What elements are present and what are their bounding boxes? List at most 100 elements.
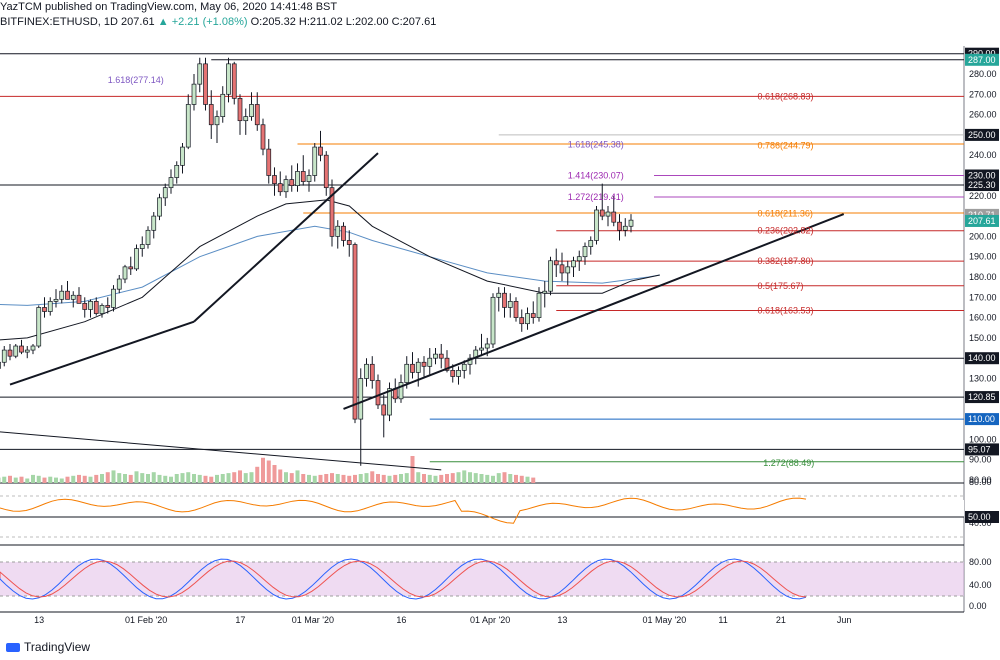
price-tick-label: 190.00 bbox=[969, 252, 997, 262]
rsi-value-label: 50.00 bbox=[968, 512, 991, 522]
candle bbox=[36, 307, 42, 347]
volume-bar bbox=[416, 472, 421, 483]
candle bbox=[197, 63, 203, 85]
candle bbox=[59, 290, 65, 300]
volume-bar bbox=[48, 476, 53, 483]
volume-bar bbox=[232, 472, 237, 483]
candle bbox=[82, 303, 88, 310]
candle bbox=[93, 301, 99, 314]
candle bbox=[530, 313, 536, 318]
volume-bar bbox=[519, 475, 524, 483]
stoch-k-line bbox=[0, 558, 807, 600]
fib-level-label: 1.414(230.07) bbox=[568, 170, 624, 180]
candle bbox=[438, 353, 444, 359]
price-tick-label: 240.00 bbox=[969, 150, 997, 160]
candle bbox=[622, 225, 628, 231]
candle bbox=[295, 171, 300, 187]
candle bbox=[456, 370, 461, 377]
volume-bar bbox=[42, 477, 47, 483]
rsi-level-label: 40.00 bbox=[969, 518, 992, 528]
volume-bar bbox=[123, 474, 127, 483]
volume-bar bbox=[146, 474, 150, 483]
footer-brand[interactable]: TradingView bbox=[6, 640, 90, 654]
candle bbox=[548, 260, 553, 292]
candle bbox=[237, 98, 243, 122]
candle bbox=[277, 183, 283, 193]
volume-bar bbox=[381, 474, 386, 483]
volume-bar bbox=[100, 474, 104, 483]
volume-bar bbox=[105, 472, 110, 483]
fib-level-label: 0.236(202.82) bbox=[758, 226, 814, 236]
rsi-value-tag bbox=[965, 511, 999, 523]
candle bbox=[180, 146, 185, 166]
candle bbox=[99, 305, 105, 314]
price-tag-label: 140.00 bbox=[968, 353, 996, 363]
price-tag-label: 210.71 bbox=[968, 210, 996, 220]
candle bbox=[358, 378, 364, 420]
candle bbox=[243, 116, 249, 122]
price-tag bbox=[965, 443, 999, 456]
volume-bar bbox=[13, 477, 18, 483]
candle bbox=[323, 154, 329, 189]
trendline bbox=[9, 320, 195, 386]
candle bbox=[450, 370, 456, 377]
price-tag bbox=[965, 214, 999, 227]
volume-bar bbox=[335, 474, 340, 483]
candle bbox=[519, 317, 525, 325]
symbol-label[interactable]: BITFINEX:ETHUSD, 1D bbox=[0, 16, 118, 28]
fib-level-label: 1.272(219.41) bbox=[568, 192, 624, 202]
candle bbox=[122, 266, 128, 280]
volume-bar bbox=[157, 474, 162, 483]
candle bbox=[13, 345, 19, 357]
candle bbox=[461, 363, 467, 371]
price-change: ▲ +2.21 (+1.08%) bbox=[157, 16, 248, 28]
volume-bar bbox=[301, 474, 306, 483]
candle bbox=[139, 244, 145, 249]
candle bbox=[375, 380, 381, 406]
rsi-level-label: 80.00 bbox=[969, 477, 992, 487]
volume-bar bbox=[238, 470, 242, 483]
candle bbox=[329, 187, 335, 237]
volume-bar bbox=[0, 477, 1, 483]
volume-bar bbox=[376, 474, 380, 483]
candle bbox=[134, 248, 139, 270]
volume-bar bbox=[192, 474, 196, 483]
volume-bar bbox=[278, 469, 283, 483]
moving-average-black bbox=[0, 199, 660, 341]
candle bbox=[289, 179, 295, 186]
candle bbox=[174, 165, 180, 178]
candle bbox=[128, 266, 134, 270]
candle bbox=[628, 219, 634, 227]
volume-bar bbox=[358, 474, 363, 483]
price-tag-label: 287.00 bbox=[968, 55, 996, 65]
candle bbox=[507, 301, 513, 308]
candle bbox=[260, 124, 266, 150]
price-tag bbox=[965, 391, 999, 404]
price-tick-label: 180.00 bbox=[969, 272, 997, 282]
fib-level-label: 0.786(244.79) bbox=[758, 140, 814, 150]
rsi-line bbox=[0, 497, 807, 524]
candle bbox=[542, 290, 548, 294]
fib-level-label: 0.618(268.83) bbox=[758, 92, 814, 102]
candle bbox=[484, 343, 490, 349]
price-tick-label: 200.00 bbox=[969, 231, 997, 241]
volume-bar bbox=[209, 476, 214, 483]
fib-level-label: 1.272(88.49) bbox=[763, 458, 814, 468]
stoch-level-label: 40.00 bbox=[969, 580, 992, 590]
candle bbox=[70, 294, 76, 300]
price-tick-label: 90.00 bbox=[969, 455, 992, 465]
candle bbox=[415, 361, 421, 373]
x-tick-label: 13 bbox=[34, 615, 44, 625]
volume-bar bbox=[399, 474, 403, 483]
price-tag bbox=[965, 413, 999, 426]
volume-bar bbox=[272, 465, 277, 483]
candle bbox=[272, 175, 277, 184]
volume-bar bbox=[370, 471, 375, 483]
price-tag bbox=[965, 179, 999, 192]
candle bbox=[490, 296, 496, 345]
candle bbox=[387, 388, 392, 416]
volume-bar bbox=[347, 475, 352, 483]
candle bbox=[105, 305, 111, 308]
candle bbox=[525, 313, 530, 325]
